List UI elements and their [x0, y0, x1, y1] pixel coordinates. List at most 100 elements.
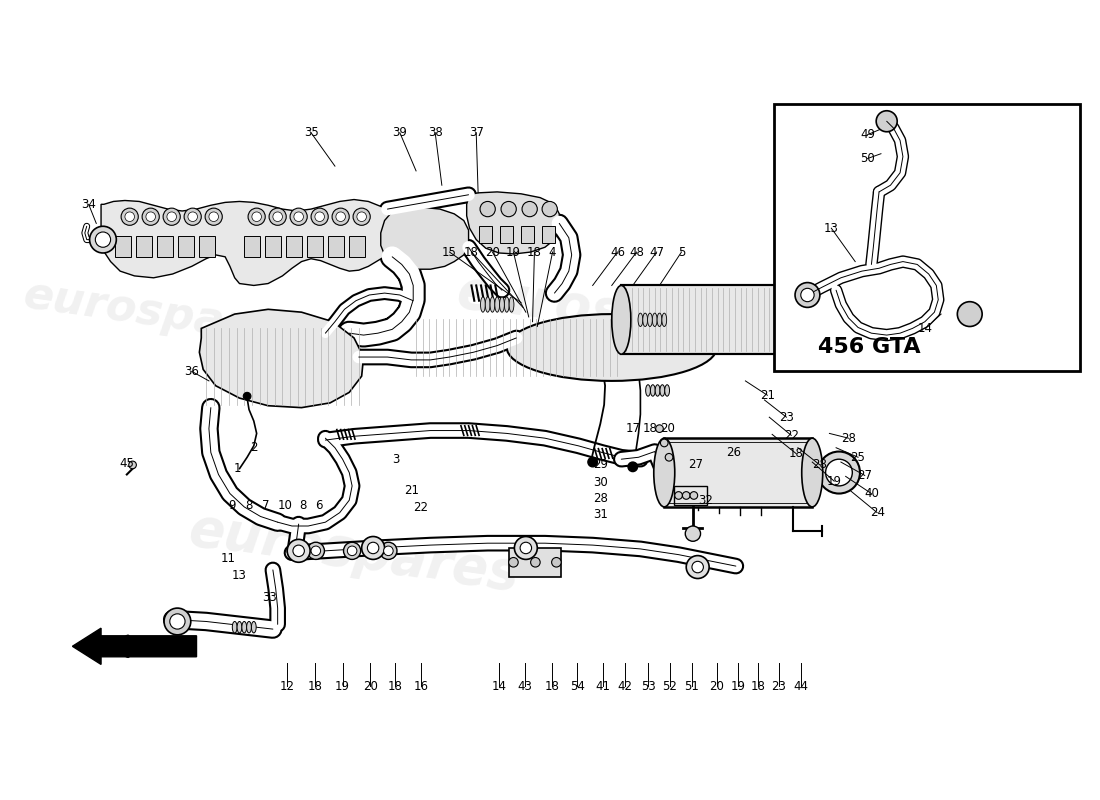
Text: 18: 18 — [527, 246, 542, 258]
Ellipse shape — [803, 286, 822, 354]
Text: 43: 43 — [517, 680, 532, 693]
Circle shape — [690, 492, 697, 499]
Circle shape — [674, 492, 682, 499]
Ellipse shape — [485, 297, 491, 312]
Circle shape — [957, 302, 982, 326]
Bar — [542, 226, 556, 243]
Circle shape — [656, 425, 663, 433]
Bar — [480, 226, 493, 243]
Circle shape — [384, 546, 393, 556]
Bar — [668, 442, 808, 503]
Ellipse shape — [662, 313, 667, 326]
Text: 19: 19 — [336, 680, 350, 693]
Text: 36: 36 — [185, 365, 199, 378]
Ellipse shape — [481, 297, 485, 312]
Circle shape — [290, 208, 307, 226]
Circle shape — [877, 110, 898, 132]
Text: 17: 17 — [625, 422, 640, 435]
Ellipse shape — [642, 313, 648, 326]
Circle shape — [520, 542, 531, 554]
Text: 41: 41 — [596, 680, 611, 693]
Text: 11: 11 — [220, 552, 235, 565]
Circle shape — [252, 212, 262, 222]
Text: 19: 19 — [730, 680, 746, 693]
Bar — [307, 236, 322, 257]
Text: 50: 50 — [860, 152, 875, 165]
Text: eurospares: eurospares — [185, 504, 522, 602]
Text: 45: 45 — [120, 457, 134, 470]
Ellipse shape — [507, 314, 717, 381]
Text: eurospares: eurospares — [21, 274, 306, 355]
Text: 25: 25 — [850, 450, 866, 464]
Text: 53: 53 — [640, 680, 656, 693]
Text: 28: 28 — [813, 458, 827, 471]
Circle shape — [270, 208, 286, 226]
Ellipse shape — [238, 622, 242, 633]
Text: 456 GTA: 456 GTA — [818, 338, 921, 358]
Text: 7: 7 — [263, 498, 270, 511]
Text: 31: 31 — [593, 508, 607, 521]
Text: 46: 46 — [610, 246, 625, 258]
Text: 39: 39 — [393, 126, 407, 139]
Circle shape — [167, 212, 176, 222]
Circle shape — [826, 459, 852, 486]
Text: 4: 4 — [549, 246, 557, 258]
Text: 34: 34 — [81, 198, 96, 211]
Circle shape — [129, 461, 136, 469]
Circle shape — [121, 208, 139, 226]
Circle shape — [801, 288, 814, 302]
Text: 18: 18 — [750, 680, 766, 693]
Text: 26: 26 — [726, 446, 741, 459]
Ellipse shape — [246, 622, 252, 633]
Circle shape — [142, 208, 160, 226]
Text: 3: 3 — [393, 453, 399, 466]
Circle shape — [587, 458, 597, 467]
Polygon shape — [466, 192, 559, 254]
Circle shape — [332, 208, 349, 226]
Text: 18: 18 — [544, 680, 559, 693]
Circle shape — [480, 202, 495, 217]
Text: 52: 52 — [662, 680, 678, 693]
Circle shape — [666, 454, 673, 461]
Circle shape — [551, 558, 561, 567]
Text: 13: 13 — [824, 222, 839, 234]
Text: 40: 40 — [864, 487, 879, 500]
Circle shape — [311, 546, 320, 556]
Text: 47: 47 — [649, 246, 664, 258]
Text: 27: 27 — [689, 458, 703, 471]
Circle shape — [307, 542, 324, 559]
Text: 20: 20 — [363, 680, 377, 693]
Circle shape — [188, 212, 198, 222]
Circle shape — [530, 558, 540, 567]
Text: 20: 20 — [485, 246, 499, 258]
Circle shape — [692, 562, 703, 573]
Text: 37: 37 — [469, 126, 484, 139]
Text: 35: 35 — [304, 126, 318, 139]
Text: 23: 23 — [771, 680, 786, 693]
Text: 24: 24 — [870, 506, 884, 519]
Ellipse shape — [495, 297, 499, 312]
Text: 18: 18 — [387, 680, 403, 693]
Circle shape — [209, 212, 219, 222]
Text: 12: 12 — [279, 680, 295, 693]
Text: 32: 32 — [697, 494, 713, 506]
Ellipse shape — [491, 297, 495, 312]
Text: 23: 23 — [779, 410, 794, 424]
Circle shape — [367, 542, 378, 554]
Circle shape — [686, 556, 710, 578]
Circle shape — [379, 542, 397, 559]
Ellipse shape — [657, 313, 662, 326]
Ellipse shape — [505, 297, 509, 312]
Bar — [286, 236, 301, 257]
Text: 18: 18 — [307, 680, 322, 693]
Text: 9: 9 — [228, 498, 235, 511]
FancyArrow shape — [73, 628, 197, 665]
Circle shape — [287, 539, 310, 562]
Ellipse shape — [650, 385, 656, 396]
Circle shape — [682, 492, 690, 499]
Ellipse shape — [499, 297, 505, 312]
Text: 15: 15 — [442, 246, 456, 258]
Ellipse shape — [252, 622, 256, 633]
Text: 18: 18 — [789, 447, 803, 460]
Ellipse shape — [242, 622, 246, 633]
